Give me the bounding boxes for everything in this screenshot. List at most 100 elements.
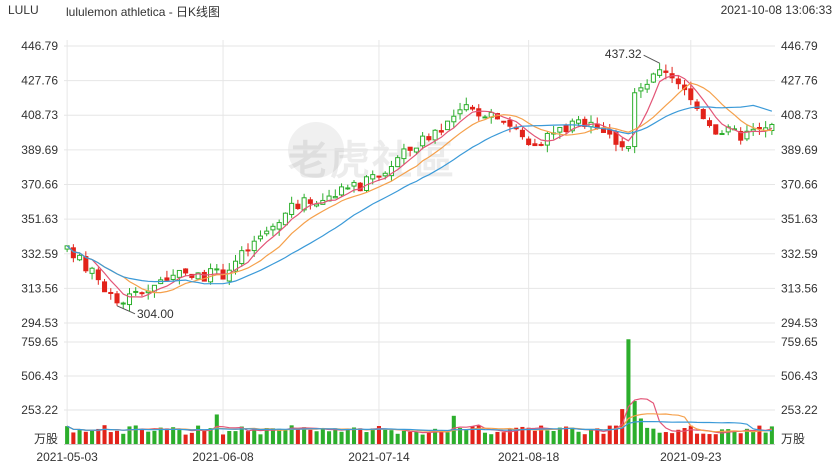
volume-unit-label-right: 万股 bbox=[781, 432, 805, 446]
candle-body bbox=[607, 129, 613, 135]
volume-bar bbox=[651, 428, 656, 444]
candle-body bbox=[183, 268, 189, 274]
candle-body bbox=[126, 293, 133, 306]
candle-body bbox=[214, 268, 220, 271]
volume-bar bbox=[670, 433, 675, 444]
volume-bar bbox=[495, 431, 500, 444]
volume-unit-label-left: 万股 bbox=[34, 432, 58, 446]
volume-bar bbox=[139, 428, 144, 444]
volume-bar bbox=[308, 429, 313, 444]
candle-body bbox=[469, 106, 476, 110]
volume-bar bbox=[383, 429, 388, 444]
price-axis-label-left: 389.69 bbox=[21, 143, 58, 157]
candle-body bbox=[108, 291, 114, 294]
volume-bar bbox=[489, 434, 494, 444]
candle-body bbox=[164, 277, 170, 281]
volume-bar bbox=[420, 434, 425, 444]
candle-body bbox=[120, 302, 126, 305]
candle-body bbox=[382, 172, 388, 177]
price-axis-label-right: 427.76 bbox=[781, 74, 818, 88]
candle-body bbox=[725, 126, 731, 133]
price-axis-label-right: 446.79 bbox=[781, 39, 818, 53]
volume-bar bbox=[227, 430, 232, 444]
price-axis-label-right: 370.66 bbox=[781, 178, 818, 192]
candle-body bbox=[507, 119, 513, 127]
volume-bar bbox=[751, 431, 756, 444]
volume-bar bbox=[408, 431, 413, 444]
volume-bar bbox=[90, 430, 95, 444]
candle-body bbox=[270, 225, 276, 231]
volume-bar bbox=[682, 428, 687, 444]
candle-body bbox=[438, 130, 444, 133]
volume-bar bbox=[146, 431, 151, 444]
volume-bar bbox=[445, 432, 450, 444]
candle-body bbox=[170, 274, 176, 281]
volume-bar bbox=[439, 430, 444, 444]
volume-bar bbox=[152, 430, 157, 444]
candle-body bbox=[432, 129, 438, 141]
volume-bar bbox=[233, 431, 238, 444]
price-axis-label-left: 370.66 bbox=[21, 178, 58, 192]
volume-bar bbox=[189, 432, 194, 444]
price-axis-label-right: 294.53 bbox=[781, 316, 818, 330]
volume-bar bbox=[121, 433, 126, 444]
price-axis-label-left: 351.63 bbox=[21, 212, 58, 226]
candle-body bbox=[376, 175, 382, 178]
candle-body bbox=[339, 186, 345, 196]
volume-bar bbox=[713, 434, 718, 444]
volume-axis-label-left: 253.22 bbox=[21, 403, 58, 417]
volume-bar bbox=[302, 427, 307, 444]
annotation-leader bbox=[643, 54, 660, 64]
volume-bar bbox=[470, 426, 475, 444]
volume-bar bbox=[395, 433, 400, 444]
volume-bar bbox=[582, 434, 587, 444]
candle-body bbox=[694, 101, 700, 110]
volume-bar bbox=[102, 425, 107, 444]
volume-bar bbox=[114, 430, 120, 444]
volume-axis-label-right: 506.43 bbox=[781, 369, 818, 383]
chart-title: lululemon athletica - 日K线图 bbox=[66, 5, 221, 19]
candle-body bbox=[501, 120, 507, 123]
candle-body bbox=[395, 157, 401, 168]
candle-body bbox=[282, 212, 288, 226]
volume-bar bbox=[108, 432, 113, 444]
volume-bar bbox=[688, 425, 693, 444]
volume-bar bbox=[83, 431, 88, 444]
price-axis-label-right: 408.73 bbox=[781, 108, 818, 122]
volume-bar bbox=[482, 432, 488, 444]
candle-body bbox=[239, 250, 245, 265]
volume-bar bbox=[277, 428, 282, 444]
candle-body bbox=[557, 126, 563, 133]
volume-bar bbox=[389, 430, 394, 444]
volume-bar bbox=[738, 433, 743, 444]
candle-body bbox=[644, 83, 650, 90]
volume-bar bbox=[177, 430, 182, 444]
volume-axis-label-right: 759.65 bbox=[781, 335, 818, 349]
candle-body bbox=[245, 249, 251, 252]
candle-body bbox=[744, 130, 750, 140]
ma10-line bbox=[66, 82, 772, 294]
volume-bar bbox=[376, 426, 381, 444]
volume-bar bbox=[351, 427, 357, 444]
volume-bar bbox=[576, 431, 581, 444]
candle-body bbox=[251, 240, 257, 252]
volume-bar bbox=[127, 426, 132, 444]
price-axis-label-left: 408.73 bbox=[21, 108, 58, 122]
volume-axis-label-left: 506.43 bbox=[21, 369, 58, 383]
candle-body bbox=[232, 260, 239, 272]
candle-body bbox=[307, 199, 313, 204]
volume-bar bbox=[769, 426, 774, 444]
volume-bar bbox=[526, 427, 531, 444]
candle-body bbox=[482, 116, 488, 119]
volume-axis-label-left: 759.65 bbox=[21, 335, 58, 349]
volume-bar bbox=[433, 428, 438, 444]
candle-body bbox=[257, 235, 263, 240]
candle-body bbox=[650, 73, 656, 83]
volume-bar bbox=[657, 432, 662, 444]
candle-body bbox=[576, 119, 582, 124]
volume-bar bbox=[719, 429, 725, 444]
volume-bar bbox=[726, 429, 731, 444]
candle-body bbox=[77, 254, 83, 261]
volume-bar bbox=[757, 425, 762, 444]
volume-bar bbox=[364, 432, 369, 444]
